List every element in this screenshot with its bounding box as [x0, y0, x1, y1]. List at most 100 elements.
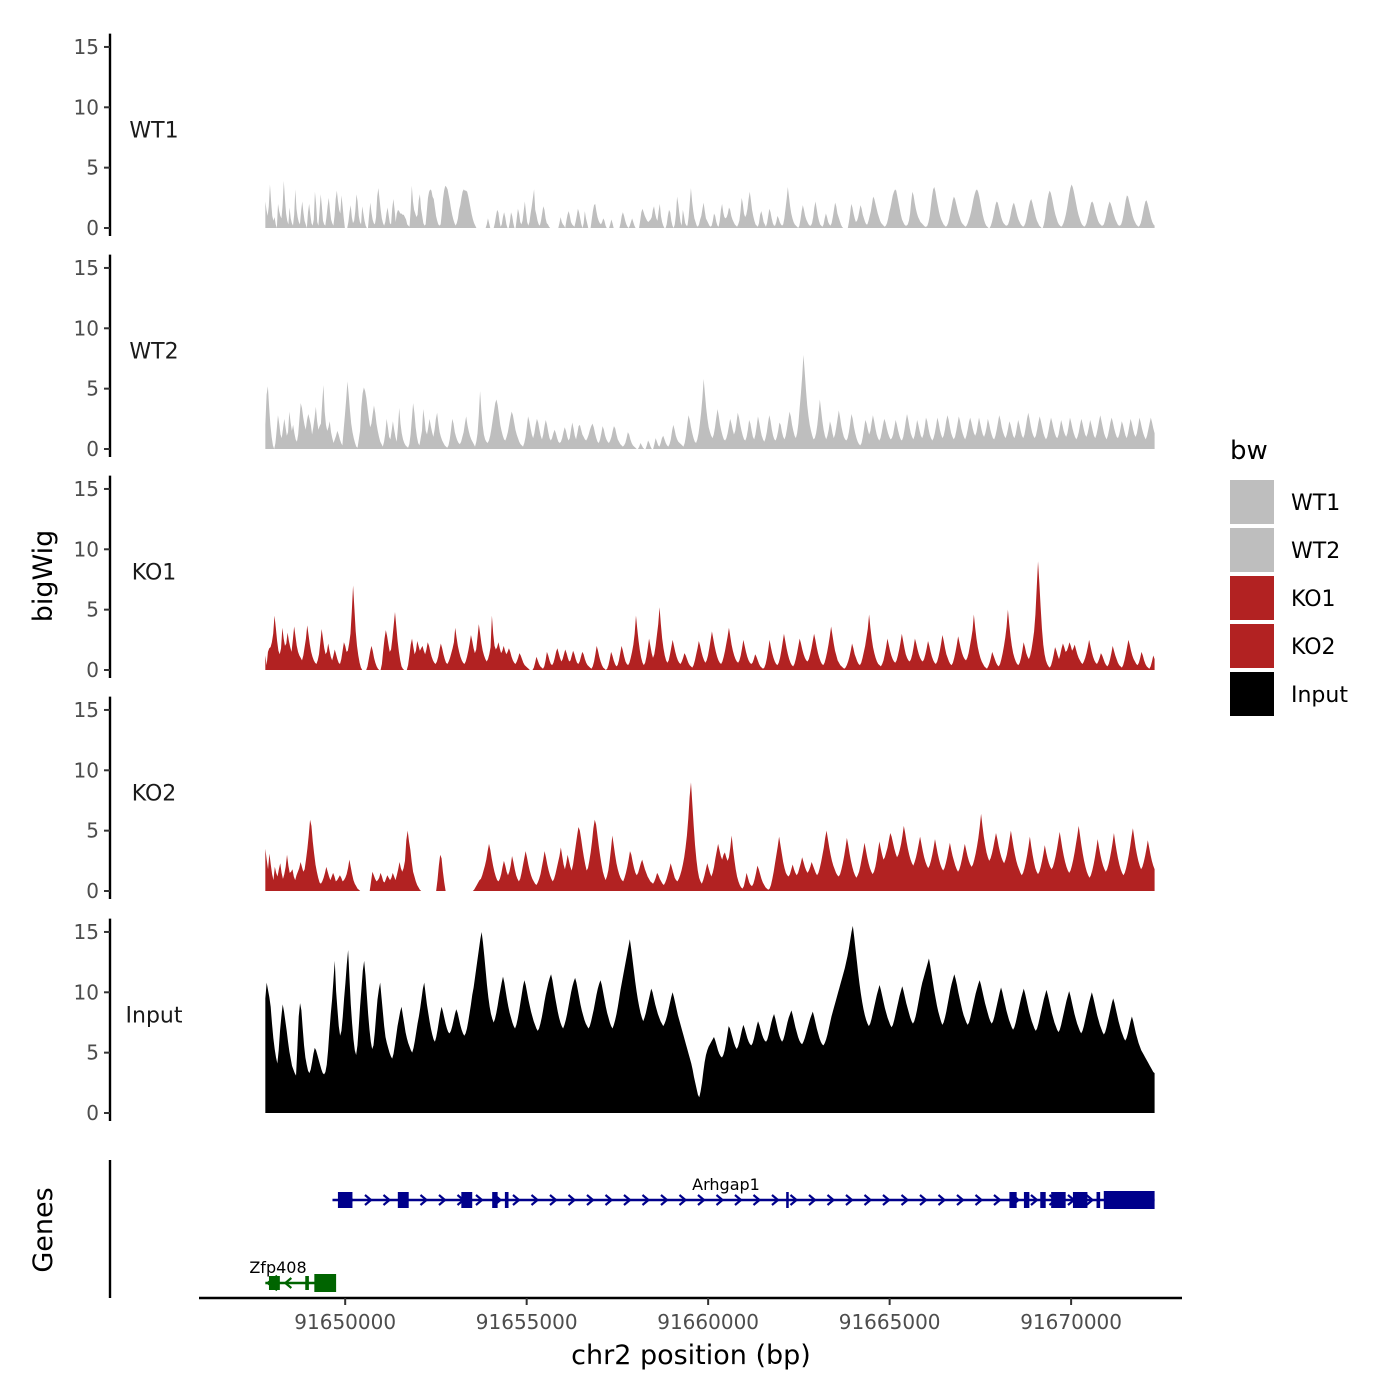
gene-zfp408: Zfp408 [249, 1258, 337, 1292]
strand-arrow [715, 1194, 725, 1206]
genes-axis-title: Genes [28, 1187, 59, 1272]
track-label: WT1 [129, 118, 178, 143]
strand-arrow [364, 1194, 373, 1206]
y-tick-label: 0 [86, 216, 99, 240]
strand-arrow [956, 1194, 965, 1206]
y-tick-label: 15 [74, 35, 99, 59]
gene-arhgap1: Arhgap1 [332, 1175, 1155, 1209]
y-tick-label: 5 [86, 598, 99, 622]
x-tick-label: 91670000 [1020, 1310, 1122, 1334]
strand-arrow [530, 1194, 540, 1206]
strand-arrow [734, 1194, 743, 1206]
strand-arrow [808, 1194, 817, 1206]
legend-title: bw [1230, 436, 1268, 466]
legend-label: Input [1291, 683, 1348, 708]
y-tick-label: 10 [74, 980, 99, 1004]
y-tick-label: 0 [86, 437, 99, 461]
y-tick-label: 10 [74, 537, 99, 561]
strand-arrow [882, 1194, 891, 1206]
strand-arrow [863, 1194, 873, 1206]
legend: bw WT1 WT2 KO1 KO2 Input [1230, 436, 1348, 716]
strand-arrow [900, 1194, 910, 1206]
y-tick-label: 5 [86, 1041, 99, 1065]
coverage-area-input [265, 925, 1155, 1113]
legend-label: WT1 [1291, 491, 1340, 516]
legend-label: WT2 [1291, 539, 1340, 564]
strand-arrow [283, 1277, 293, 1289]
strand-arrow [475, 1194, 484, 1206]
legend-item-wt2: WT2 [1230, 528, 1340, 572]
exon [1040, 1192, 1046, 1208]
y-tick-label: 15 [74, 698, 99, 722]
strand-arrow [604, 1194, 614, 1206]
legend-swatch [1230, 480, 1274, 524]
track-label: KO1 [132, 560, 177, 585]
exon [305, 1276, 309, 1290]
strand-arrow [919, 1194, 928, 1206]
y-tick-label: 15 [74, 920, 99, 944]
strand-arrow [623, 1194, 632, 1206]
coverage-tracks: 0 5 10 15 WT1 0 5 10 15 WT2 0 5 10 15 KO1 0 5 10 15 KO2 0 5 10… [74, 33, 1155, 1125]
legend-item-ko2: KO2 [1230, 624, 1336, 668]
strand-arrow [641, 1194, 651, 1206]
strand-arrow [678, 1194, 688, 1206]
strand-arrow [549, 1194, 558, 1206]
gene-annotation-track: Arhgap1 Zfp408 [108, 1160, 1155, 1298]
exon [461, 1192, 473, 1208]
x-tick-label: 91655000 [476, 1310, 578, 1334]
strand-arrow [845, 1194, 854, 1206]
coverage-area-ko2 [265, 782, 1155, 891]
legend-swatch [1230, 576, 1274, 620]
track-label: WT2 [129, 339, 178, 364]
y-tick-label: 10 [74, 316, 99, 340]
exon [786, 1192, 789, 1208]
strand-arrow [697, 1194, 706, 1206]
strand-arrow [789, 1194, 799, 1206]
exon [337, 1192, 353, 1208]
y-tick-label: 0 [86, 1101, 99, 1125]
x-axis-title: chr2 position (bp) [571, 1340, 811, 1371]
strand-arrow [382, 1194, 392, 1206]
x-tick-label: 91665000 [839, 1310, 941, 1334]
track-label: Input [126, 1003, 183, 1028]
legend-swatch [1230, 528, 1274, 572]
y-tick-label: 5 [86, 819, 99, 843]
coverage-area-wt2 [265, 354, 1155, 449]
track-wt2: 0 5 10 15 WT2 [74, 254, 1155, 461]
strand-arrow [752, 1194, 762, 1206]
legend-label: KO1 [1291, 587, 1336, 612]
gene-label: Zfp408 [249, 1258, 306, 1277]
coverage-area-wt1 [265, 180, 1155, 228]
strand-arrow [512, 1194, 521, 1206]
strand-arrow [993, 1194, 1002, 1206]
y-tick-label: 5 [86, 156, 99, 180]
y-tick-label: 15 [74, 477, 99, 501]
strand-arrow [826, 1194, 836, 1206]
y-tick-label: 10 [74, 758, 99, 782]
x-axis: 91650000 91655000 91660000 91665000 91670000 [199, 1296, 1182, 1334]
y-tick-label: 5 [86, 377, 99, 401]
strand-arrow [771, 1194, 780, 1206]
legend-item-ko1: KO1 [1230, 576, 1336, 620]
strand-arrow [1030, 1194, 1039, 1206]
exon [1023, 1192, 1030, 1208]
legend-item-input: Input [1230, 672, 1348, 716]
y-tick-label: 10 [74, 95, 99, 119]
track-ko1: 0 5 10 15 KO1 [74, 475, 1155, 682]
strand-arrow [1085, 1194, 1095, 1206]
y-tick-label: 0 [86, 879, 99, 903]
legend-item-wt1: WT1 [1230, 480, 1340, 524]
exon [314, 1274, 337, 1292]
track-wt1: 0 5 10 15 WT1 [74, 33, 1155, 240]
legend-label: KO2 [1291, 635, 1336, 660]
exon [1103, 1191, 1155, 1209]
y-tick-label: 0 [86, 658, 99, 682]
exon [1009, 1192, 1017, 1208]
exon [504, 1192, 509, 1208]
exon [268, 1276, 280, 1290]
y-axis-title: bigWig [28, 530, 59, 623]
exon [1072, 1192, 1088, 1208]
exon [492, 1192, 498, 1208]
track-ko2: 0 5 10 15 KO2 [74, 696, 1155, 903]
strand-arrow [660, 1194, 669, 1206]
